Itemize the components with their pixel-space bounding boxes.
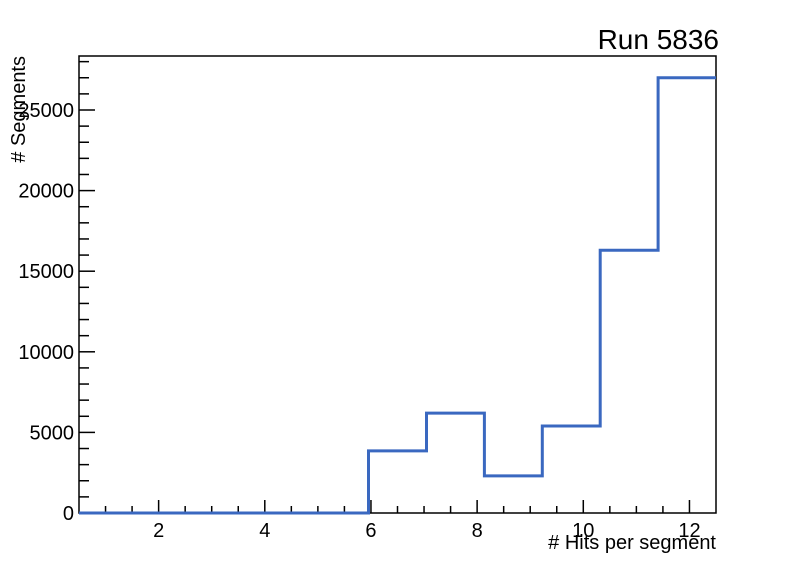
x-tick-label: 10 bbox=[572, 520, 594, 542]
y-tick-label: 10000 bbox=[18, 342, 74, 364]
axis-tick-labels: 0 5000 10000 15000 20000 25000 2 4 6 8 10 12 bbox=[18, 100, 700, 542]
x-tick-label: 2 bbox=[153, 520, 164, 542]
x-axis-title: # Hits per segment bbox=[548, 532, 716, 554]
x-tick-label: 6 bbox=[365, 520, 376, 542]
plot-frame bbox=[78, 55, 717, 514]
y-tick-label: 15000 bbox=[18, 261, 74, 283]
axis-ticks bbox=[79, 60, 691, 514]
x-tick-label: 12 bbox=[678, 520, 700, 542]
x-tick-label: 8 bbox=[472, 520, 483, 542]
y-tick-label: 20000 bbox=[18, 181, 74, 203]
histogram-step-line bbox=[79, 76, 716, 515]
y-axis-title: # Segments bbox=[8, 56, 30, 163]
chart-title: Run 5836 bbox=[598, 24, 719, 55]
y-tick-label: 5000 bbox=[30, 422, 75, 444]
y-tick-label: 25000 bbox=[18, 100, 74, 122]
x-tick-label: 4 bbox=[259, 520, 270, 542]
y-tick-label: 0 bbox=[63, 503, 74, 525]
